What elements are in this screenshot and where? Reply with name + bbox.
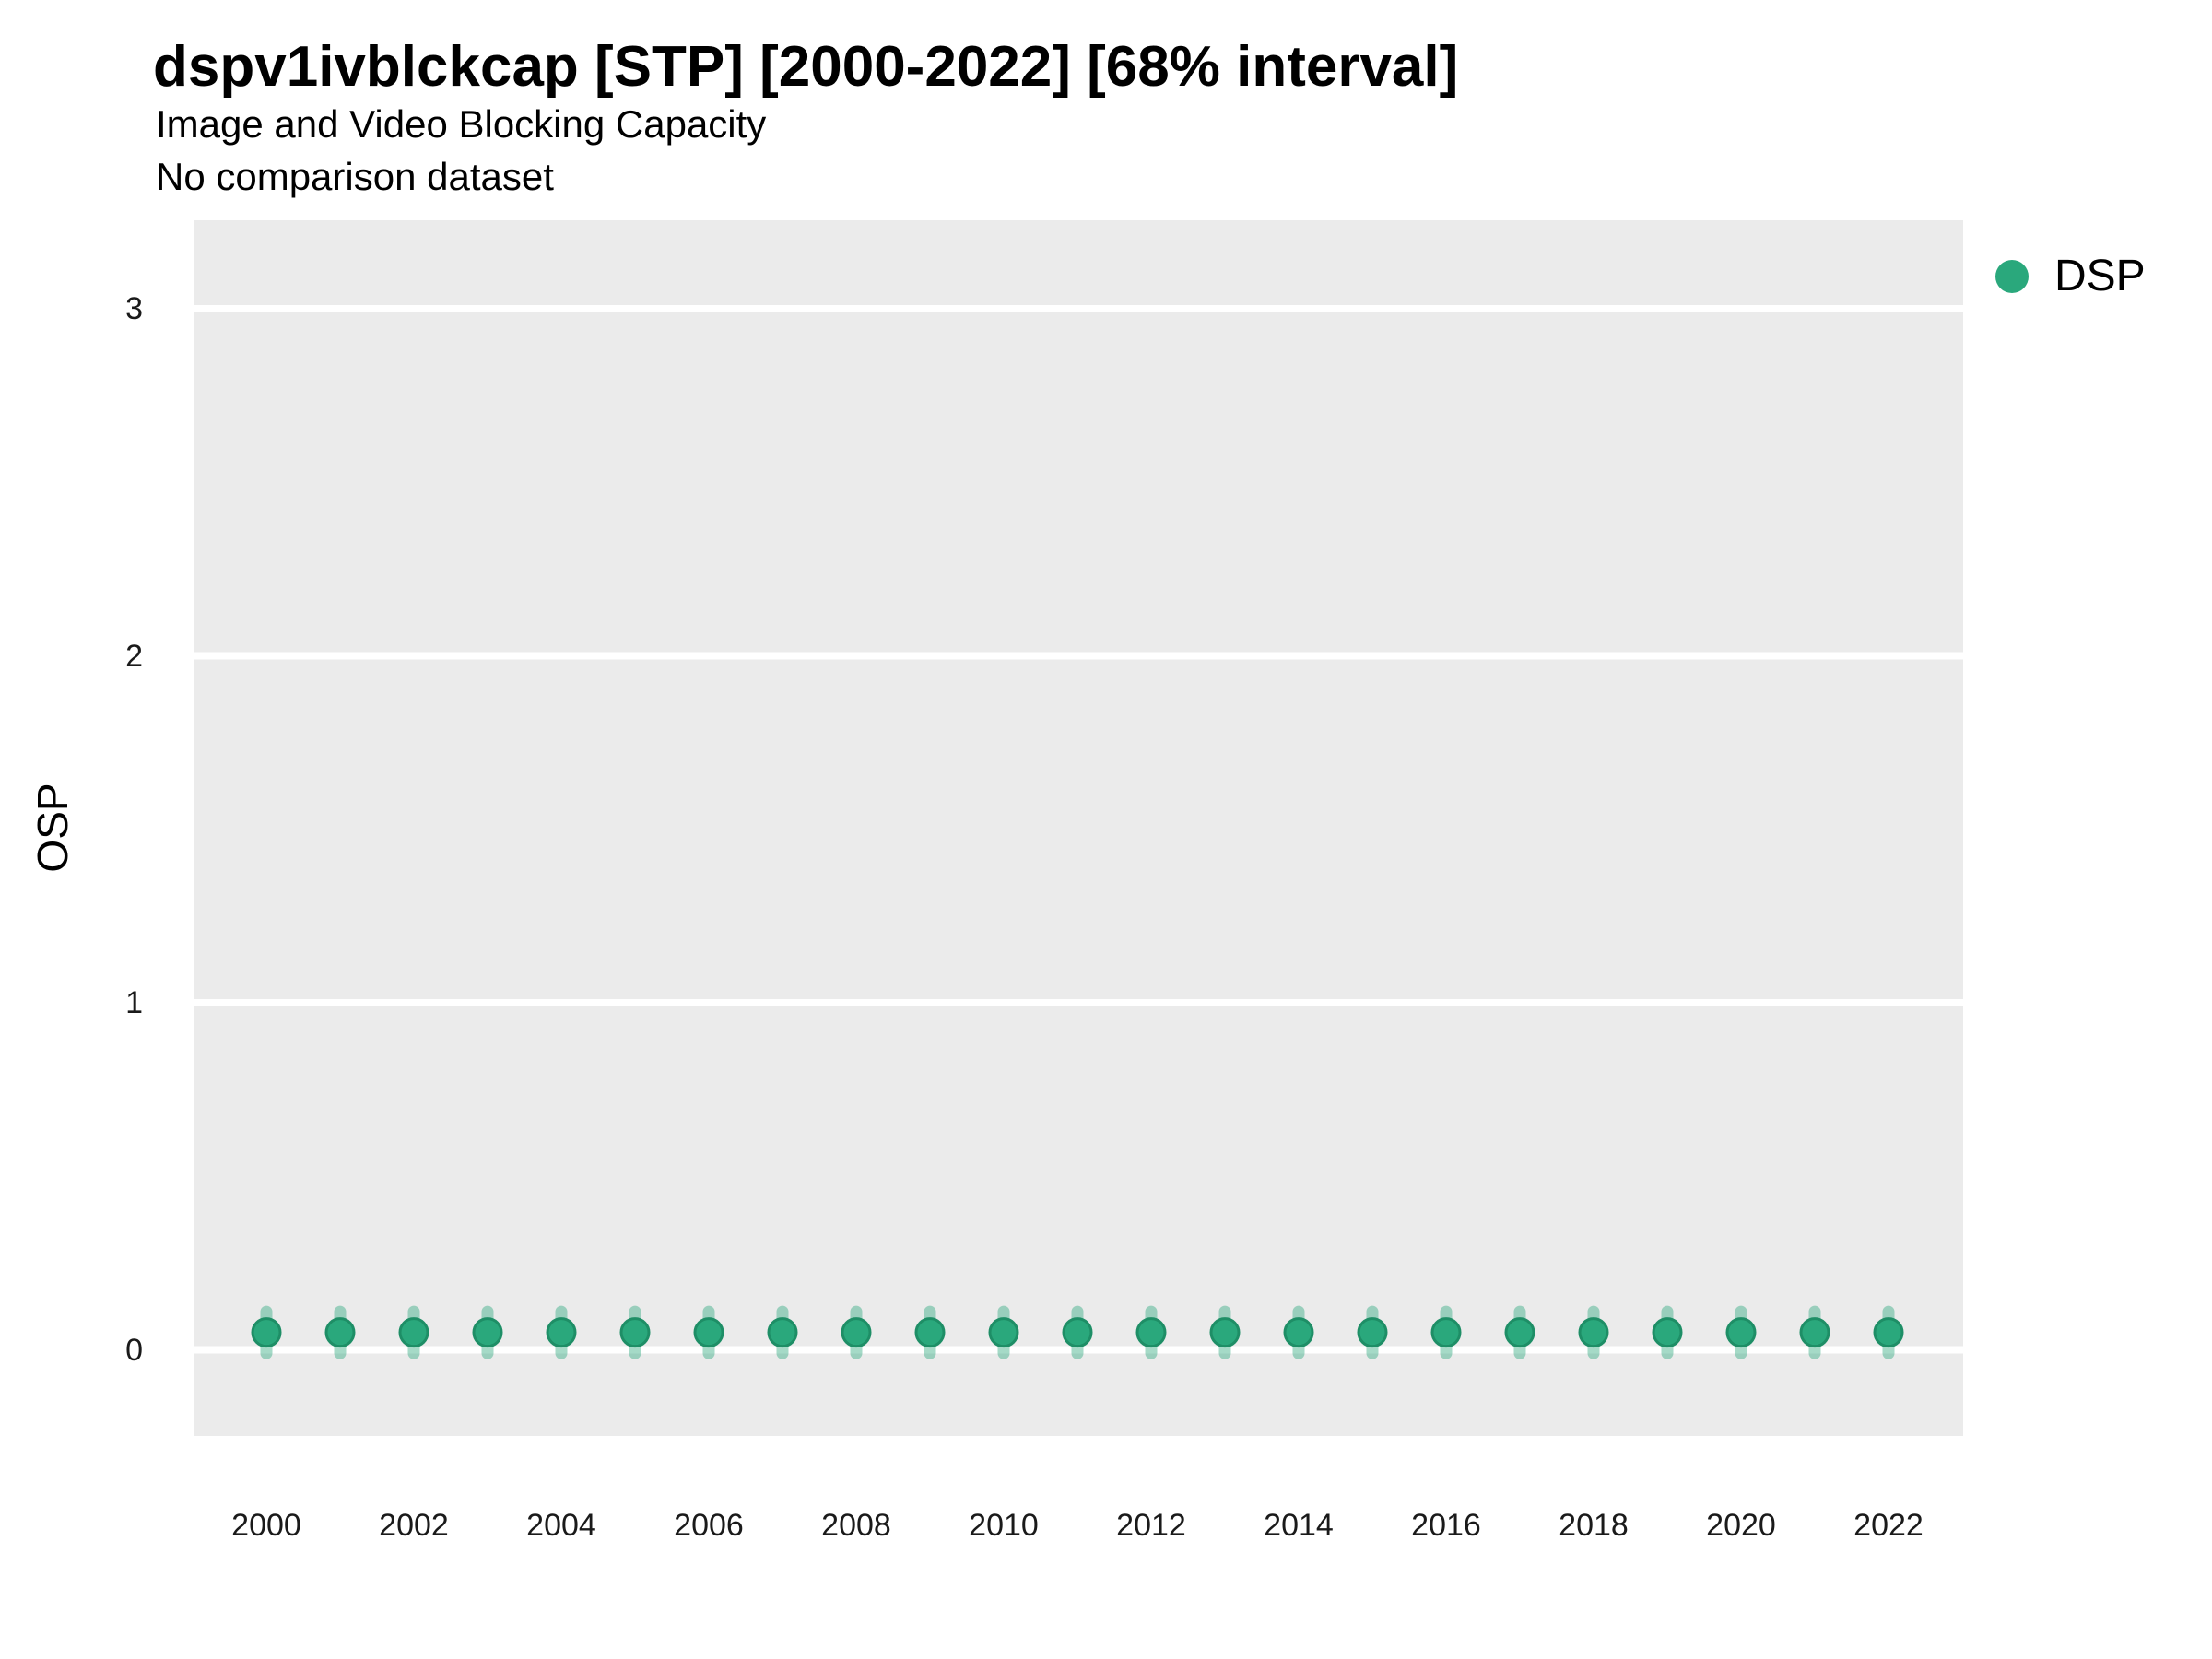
legend-circle-icon: [1995, 260, 2029, 293]
x-tick-label-2002: 2002: [379, 1508, 449, 1543]
x-tick-label-2012: 2012: [1116, 1508, 1186, 1543]
data-point-2018: [1578, 1317, 1609, 1348]
plot-panel: [194, 220, 1963, 1436]
data-point-2004: [546, 1317, 577, 1348]
data-point-2011: [1062, 1317, 1093, 1348]
legend: DSP: [1995, 254, 2146, 299]
data-point-2015: [1357, 1317, 1388, 1348]
data-point-2019: [1652, 1317, 1683, 1348]
x-tick-label-2020: 2020: [1706, 1508, 1776, 1543]
y-tick-label-1: 1: [125, 985, 143, 1020]
data-point-2020: [1725, 1317, 1757, 1348]
data-point-2012: [1135, 1317, 1167, 1348]
x-tick-label-2014: 2014: [1264, 1508, 1334, 1543]
data-point-2008: [841, 1317, 872, 1348]
data-point-2017: [1504, 1317, 1535, 1348]
x-tick-label-2006: 2006: [674, 1508, 744, 1543]
x-tick-label-2010: 2010: [969, 1508, 1039, 1543]
y-axis-title: OSP: [29, 782, 76, 873]
x-tick-label-2008: 2008: [821, 1508, 891, 1543]
y-tick-label-0: 0: [125, 1332, 143, 1368]
chart-subtitle: Image and Video Blocking Capacity: [156, 102, 767, 146]
x-tick-label-2022: 2022: [1853, 1508, 1924, 1543]
plot-svg: [194, 305, 1963, 1359]
data-point-2016: [1430, 1317, 1462, 1348]
data-point-2022: [1873, 1317, 1904, 1348]
chart-note: No comparison dataset: [156, 155, 554, 198]
x-tick-label-2016: 2016: [1411, 1508, 1481, 1543]
data-point-2002: [398, 1317, 429, 1348]
data-point-2000: [251, 1317, 282, 1348]
legend-label: DSP: [2054, 252, 2146, 300]
y-tick-label-3: 3: [125, 291, 143, 326]
data-point-2006: [693, 1317, 724, 1348]
data-point-2005: [619, 1317, 651, 1348]
y-tick-label-2: 2: [125, 638, 143, 674]
data-point-2009: [914, 1317, 946, 1348]
x-tick-label-2000: 2000: [231, 1508, 301, 1543]
data-point-2010: [988, 1317, 1019, 1348]
x-tick-label-2004: 2004: [526, 1508, 596, 1543]
x-tick-label-2018: 2018: [1559, 1508, 1629, 1543]
data-point-2001: [324, 1317, 356, 1348]
data-point-2013: [1209, 1317, 1241, 1348]
data-point-2007: [767, 1317, 798, 1348]
data-point-2014: [1283, 1317, 1314, 1348]
data-point-2021: [1799, 1317, 1830, 1348]
chart-title: dspv1ivblckcap [STP] [2000-2022] [68% in…: [153, 35, 1459, 99]
data-point-2003: [472, 1317, 503, 1348]
